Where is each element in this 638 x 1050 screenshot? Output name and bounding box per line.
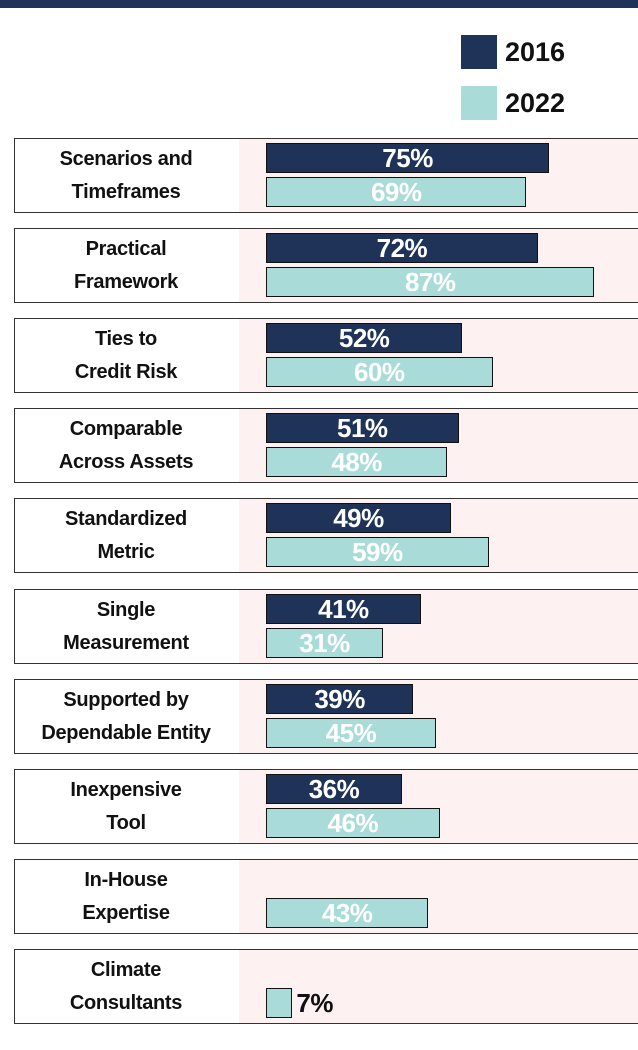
- bar: [266, 233, 538, 263]
- bar: [266, 143, 550, 173]
- bar: [266, 774, 402, 804]
- legend-label: 2022: [505, 88, 566, 118]
- bar: [266, 177, 527, 207]
- bar: [266, 323, 463, 353]
- value-label: 39%: [314, 684, 365, 714]
- value-label: 31%: [299, 628, 350, 658]
- category-label: Practical Framework: [73, 237, 178, 293]
- bar: [266, 628, 384, 658]
- bar: [266, 898, 429, 928]
- value-label: 49%: [333, 503, 384, 533]
- value-label: 7%: [296, 988, 333, 1018]
- bar: [266, 684, 414, 714]
- bar: [266, 718, 436, 748]
- category-label: Inexpensive Tool: [70, 778, 182, 834]
- legend-swatch: [461, 86, 497, 120]
- value-label: 45%: [325, 718, 377, 748]
- value-label: 43%: [321, 898, 373, 928]
- category-label: Ties to Credit Risk: [74, 327, 178, 383]
- bar: [266, 447, 448, 477]
- legend-swatch: [461, 35, 497, 69]
- row-box: [14, 949, 638, 1024]
- category-label: In-House Expertise: [82, 868, 170, 924]
- value-label: 60%: [353, 357, 405, 387]
- bar: [266, 808, 440, 838]
- bar: [266, 537, 489, 567]
- value-label: 75%: [382, 143, 433, 173]
- top-bar: [0, 0, 638, 8]
- legend-label: 2016: [505, 37, 566, 67]
- category-label: Comparable Across Assets: [58, 417, 194, 473]
- value-label: 41%: [318, 594, 369, 624]
- value-label: 36%: [308, 774, 360, 804]
- value-label: 69%: [370, 177, 422, 207]
- value-label: 51%: [336, 413, 388, 443]
- value-label: 59%: [352, 537, 403, 567]
- value-label: 52%: [338, 323, 390, 353]
- category-label: Climate Consultants: [69, 958, 183, 1014]
- bar: [266, 357, 493, 387]
- bar: [266, 594, 421, 624]
- category-label: Scenarios and Timeframes: [59, 147, 193, 203]
- category-label: Single Measurement: [63, 598, 189, 654]
- row-background: [239, 950, 638, 1023]
- value-label: 87%: [404, 267, 456, 297]
- category-label: Supported by Dependable Entity: [41, 688, 211, 744]
- bar: [266, 267, 595, 297]
- bar: [266, 413, 459, 443]
- bar: [266, 988, 293, 1018]
- value-label: 72%: [376, 233, 428, 263]
- bar: [266, 503, 451, 533]
- category-label: Standardized Metric: [65, 507, 187, 563]
- value-label: 46%: [327, 808, 379, 838]
- value-label: 48%: [331, 447, 382, 477]
- row-box: [14, 859, 638, 934]
